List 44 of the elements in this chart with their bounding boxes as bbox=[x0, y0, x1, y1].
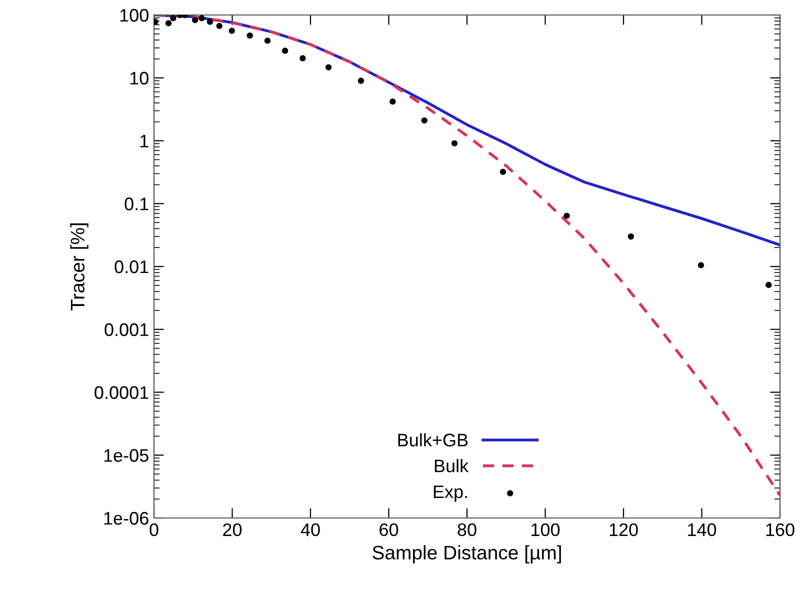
point bbox=[264, 38, 271, 44]
y-tick-label: 1 bbox=[140, 134, 148, 148]
point bbox=[170, 15, 176, 22]
point bbox=[198, 15, 205, 22]
point bbox=[282, 48, 288, 54]
y-tick-label: 0.1 bbox=[124, 198, 148, 210]
point bbox=[206, 18, 214, 25]
point bbox=[165, 20, 172, 26]
point bbox=[421, 117, 428, 124]
point bbox=[500, 168, 506, 175]
point bbox=[325, 64, 332, 70]
legend-label: Exp. bbox=[434, 486, 467, 502]
point bbox=[192, 16, 198, 24]
x-tick-label: 100 bbox=[532, 523, 560, 536]
x-tick-label: 120 bbox=[610, 523, 638, 536]
point bbox=[451, 140, 458, 146]
x-tick-label: 20 bbox=[223, 523, 242, 536]
point bbox=[698, 262, 704, 268]
point bbox=[300, 55, 306, 62]
legend-label: Bulk+GB bbox=[398, 433, 468, 446]
point bbox=[216, 22, 222, 30]
point bbox=[390, 98, 396, 105]
x-tick-label: 0 bbox=[150, 523, 158, 536]
legend-label: Bulk bbox=[434, 459, 469, 472]
x-tick-label: 80 bbox=[458, 523, 476, 536]
y-tick-label: 100 bbox=[120, 8, 148, 22]
point bbox=[228, 28, 235, 34]
x-axis-title: Sample Distance [µm] bbox=[372, 545, 561, 564]
x-tick-label: 140 bbox=[688, 523, 716, 536]
point bbox=[358, 78, 364, 84]
y-tick-label: 0.001 bbox=[104, 323, 148, 336]
point bbox=[564, 212, 570, 219]
x-tick-label: 160 bbox=[766, 523, 794, 536]
x-tick-label: 40 bbox=[300, 523, 320, 536]
y-axis-title: Tracer [%] bbox=[70, 223, 88, 311]
point bbox=[246, 32, 253, 39]
y-tick-label: 10 bbox=[130, 72, 148, 85]
y-tick-label: 0.0001 bbox=[94, 386, 148, 399]
point bbox=[766, 282, 772, 288]
point bbox=[628, 233, 634, 240]
y-tick-label: 1e-06 bbox=[104, 512, 148, 525]
y-tick-label: 1e-05 bbox=[104, 449, 148, 462]
x-tick-label: 60 bbox=[380, 523, 398, 536]
y-tick-label: 0.01 bbox=[114, 260, 148, 274]
